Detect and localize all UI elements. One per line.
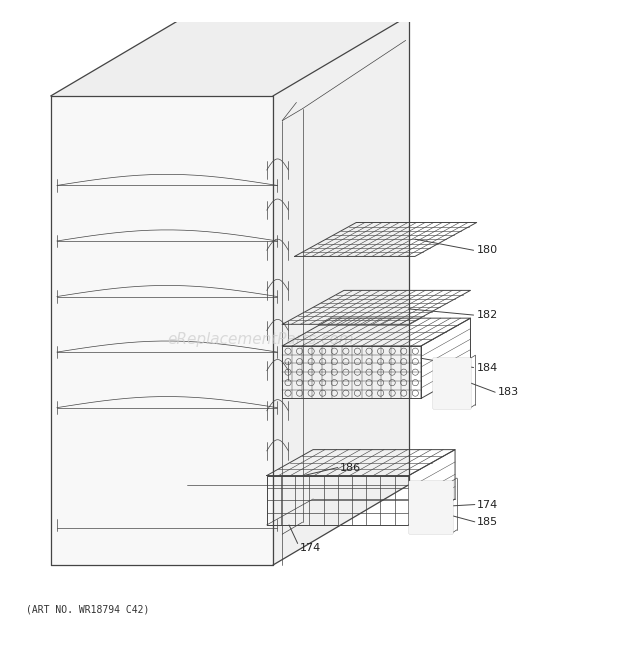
- Text: (ART NO. WR18794 C42): (ART NO. WR18794 C42): [26, 604, 149, 615]
- Text: 186: 186: [340, 463, 361, 473]
- Text: 184: 184: [477, 362, 498, 373]
- Text: 180: 180: [477, 245, 498, 255]
- Text: 174: 174: [299, 543, 321, 553]
- Polygon shape: [433, 358, 471, 408]
- Text: eReplacementParts.com: eReplacementParts.com: [167, 332, 354, 347]
- Polygon shape: [409, 481, 452, 533]
- Text: 182: 182: [477, 310, 498, 320]
- Polygon shape: [51, 16, 409, 96]
- Polygon shape: [51, 96, 273, 565]
- Polygon shape: [273, 16, 409, 565]
- Text: 174: 174: [477, 500, 498, 510]
- Text: 185: 185: [477, 517, 498, 527]
- Text: 183: 183: [498, 387, 520, 397]
